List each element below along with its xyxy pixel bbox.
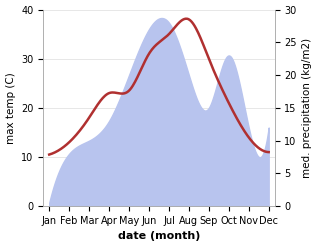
X-axis label: date (month): date (month): [118, 231, 200, 242]
Y-axis label: max temp (C): max temp (C): [5, 72, 16, 144]
Y-axis label: med. precipitation (kg/m2): med. precipitation (kg/m2): [302, 38, 313, 178]
